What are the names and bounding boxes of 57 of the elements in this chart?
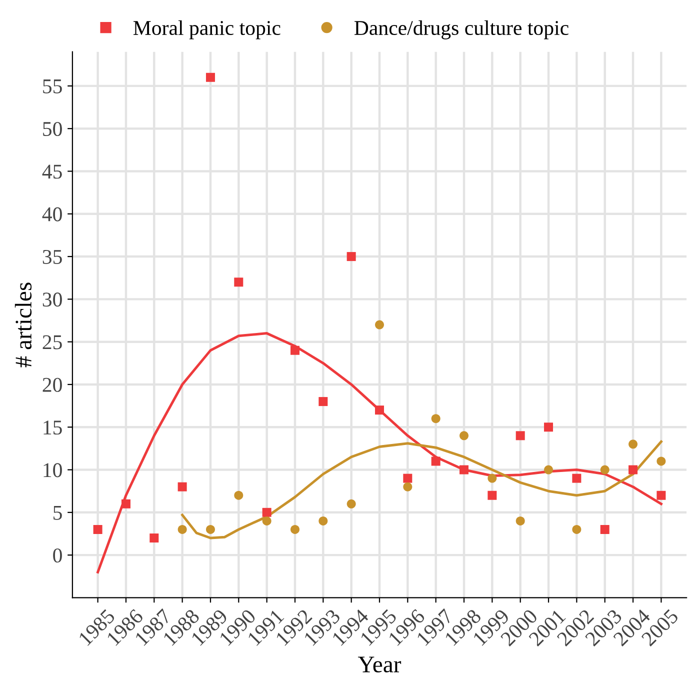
y-tick-label: 45	[42, 164, 62, 179]
point	[121, 499, 130, 508]
point	[234, 278, 244, 287]
point	[262, 516, 272, 526]
point	[178, 482, 187, 492]
point	[600, 524, 610, 534]
y-tick-label: 25	[42, 335, 62, 350]
point	[346, 252, 356, 262]
point	[375, 320, 384, 330]
y-tick-label: 15	[44, 420, 62, 435]
y-tick-label: 10	[44, 463, 62, 478]
point	[431, 414, 440, 424]
point	[516, 516, 525, 526]
point	[488, 474, 497, 483]
y-tick-label: 20	[42, 378, 62, 392]
point	[544, 465, 554, 474]
point	[318, 397, 328, 406]
point	[403, 474, 412, 483]
y-tick-label: 5	[54, 506, 62, 520]
y-tick-label: 50	[43, 122, 62, 136]
point	[206, 524, 215, 534]
x-axis-title: Year	[358, 656, 402, 672]
line-series	[96, 332, 662, 574]
y-tick-label: 40	[42, 207, 62, 222]
y-tick-label: 30	[42, 292, 62, 307]
point	[403, 482, 412, 492]
point	[460, 465, 469, 474]
y-tick-label: 0	[53, 548, 62, 562]
point	[572, 524, 582, 534]
point	[178, 524, 187, 534]
point	[290, 346, 300, 355]
point	[516, 431, 525, 440]
line-series	[181, 440, 662, 540]
point	[628, 440, 638, 449]
y-tick-label: 55	[43, 80, 62, 94]
point	[150, 534, 159, 543]
y-axis-title: # articles	[14, 282, 32, 368]
point	[460, 431, 469, 440]
point	[656, 490, 666, 500]
point	[600, 465, 610, 474]
point	[375, 406, 384, 415]
point	[346, 499, 356, 508]
point	[234, 490, 244, 500]
point	[290, 524, 300, 534]
point	[318, 516, 328, 526]
y-tick-label: 35	[42, 250, 62, 264]
point	[488, 490, 497, 500]
legend-label: Moral panic topic	[133, 20, 280, 40]
point	[544, 422, 554, 432]
point	[628, 465, 638, 474]
point	[262, 508, 272, 517]
point	[206, 72, 215, 82]
legend-label: Dance/drugs culture topic	[354, 20, 568, 40]
point	[656, 456, 666, 466]
point	[431, 456, 440, 466]
point	[572, 474, 582, 483]
point	[93, 524, 102, 534]
